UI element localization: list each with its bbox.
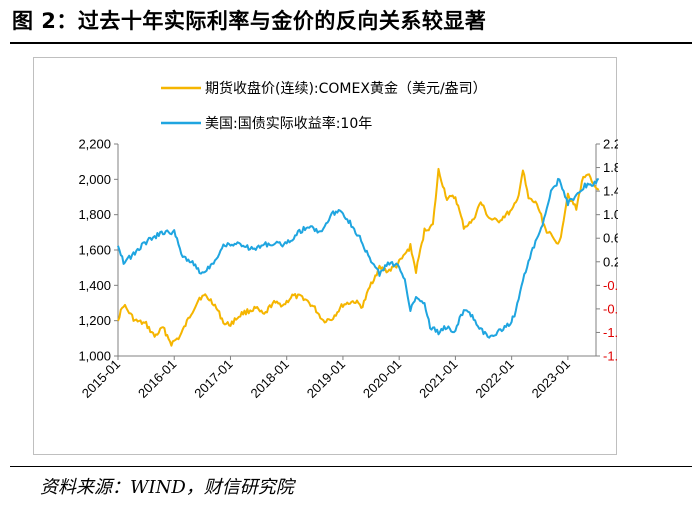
legend-label-gold: 期货收盘价(连续):COMEX黄金（美元/盎司） xyxy=(205,80,487,97)
chart-frame: 1,000 1,200 1,400 1,600 1,800 2,000 2,200 -1.4 -… xyxy=(33,57,618,455)
y-left-tick-label: 1,400 xyxy=(78,278,111,293)
y-right-tick-label: -1.0 xyxy=(603,325,618,340)
x-tick-label: 2021-01 xyxy=(416,357,460,401)
y-right-tick-label: -1.4 xyxy=(603,349,618,364)
series-line-gold xyxy=(117,167,600,347)
y-right-tick-label: -0.2 xyxy=(603,278,618,293)
y-left-tick-label: 1,000 xyxy=(78,349,111,364)
y-right-tick-label: 1.0 xyxy=(603,207,618,222)
source-rule xyxy=(10,466,692,467)
series-line-rate xyxy=(117,177,599,339)
legend-label-rate: 美国:国债实际收益率:10年 xyxy=(205,115,372,132)
x-tick-label: 2020-01 xyxy=(360,357,404,401)
y-right-tick-label: 0.2 xyxy=(603,254,618,269)
x-tick-label: 2019-01 xyxy=(304,357,348,401)
y-left-tick-label: 2,000 xyxy=(78,172,111,187)
y-right-tick-label: 1.4 xyxy=(603,184,618,199)
title-rule xyxy=(10,42,692,44)
y-left-tick-label: 2,200 xyxy=(78,137,111,152)
y-left-tick-label: 1,600 xyxy=(78,243,111,258)
figure-title: 图 2：过去十年实际利率与金价的反向关系较显著 xyxy=(12,9,487,33)
x-tick-label: 2017-01 xyxy=(191,357,235,401)
x-tick-label: 2018-01 xyxy=(247,357,291,401)
y-right-tick-label: 1.8 xyxy=(603,160,618,175)
x-tick-label: 2023-01 xyxy=(529,357,573,401)
y-right-tick-label: 0.6 xyxy=(603,231,618,246)
y-left-tick-label: 1,200 xyxy=(78,313,111,328)
y-left-tick-label: 1,800 xyxy=(78,207,111,222)
x-tick-label: 2016-01 xyxy=(135,357,179,401)
source-note: 资料来源：WIND，财信研究院 xyxy=(40,477,294,498)
chart-svg: 1,000 1,200 1,400 1,600 1,800 2,000 2,200 -1.4 -… xyxy=(78,80,618,401)
y-right-tick-label: -0.6 xyxy=(603,301,618,316)
x-tick-label: 2022-01 xyxy=(472,357,516,401)
y-right-tick-label: 2.2 xyxy=(603,137,618,152)
